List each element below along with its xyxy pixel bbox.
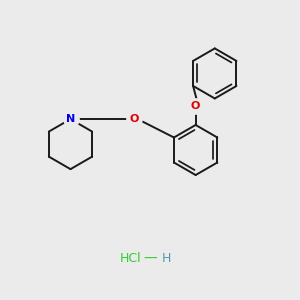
Text: O: O — [191, 101, 200, 111]
Text: —: — — [143, 252, 157, 266]
Text: HCl: HCl — [120, 252, 142, 266]
Text: N: N — [66, 114, 75, 124]
Text: O: O — [129, 114, 139, 124]
Text: H: H — [161, 252, 171, 266]
